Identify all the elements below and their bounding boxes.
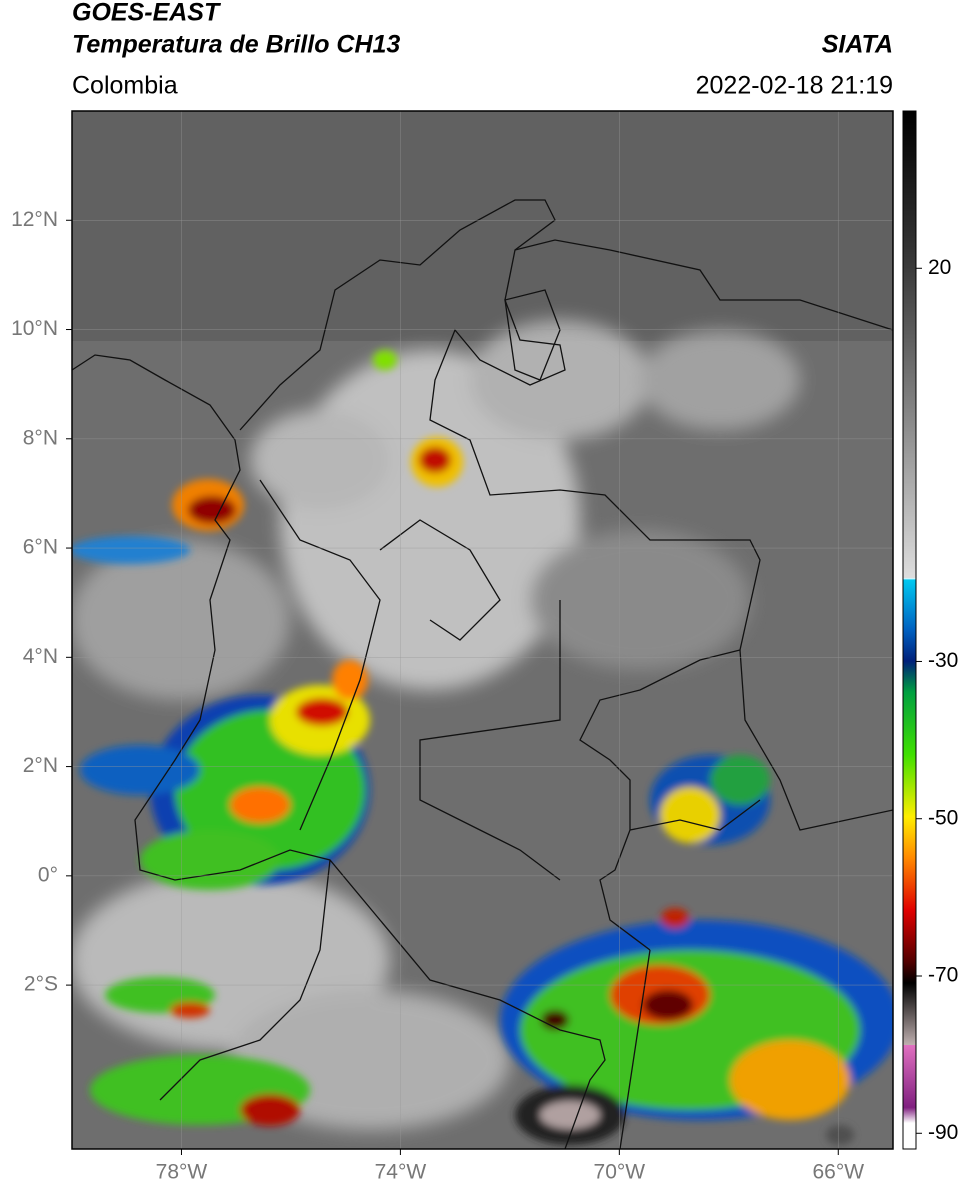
y-tick-label: 0° (38, 863, 58, 886)
y-tick-label: 4°N (23, 645, 58, 668)
colorbar-tick-label: -50 (928, 806, 958, 829)
region: Colombia (72, 72, 178, 100)
x-tick-label: 70°W (594, 1161, 646, 1184)
x-tick-label: 74°W (375, 1161, 427, 1184)
subtitle: Temperatura de Brillo CH13 (72, 31, 400, 59)
y-tick-label: 12°N (11, 208, 58, 231)
colorbar (902, 110, 917, 1150)
y-tick-label: 10°N (11, 317, 58, 340)
y-tick-label: 8°N (23, 426, 58, 449)
x-tick-label: 78°W (156, 1161, 208, 1184)
source: SIATA (822, 31, 893, 59)
colorbar-tick-label: -30 (928, 649, 958, 672)
colorbar-tick-label: -70 (928, 964, 958, 987)
x-tick-label: 66°W (812, 1161, 864, 1184)
map-frame (71, 110, 894, 1150)
y-tick-label: 6°N (23, 536, 58, 559)
y-tick-label: 2°S (24, 973, 58, 996)
satellite-image (72, 111, 893, 1149)
colorbar-tick-label: 20 (928, 256, 951, 279)
colorbar-tick-label: -90 (928, 1121, 958, 1144)
timestamp: 2022-02-18 21:19 (696, 72, 893, 100)
title: GOES-EAST (72, 0, 222, 27)
y-tick-label: 2°N (23, 754, 58, 777)
